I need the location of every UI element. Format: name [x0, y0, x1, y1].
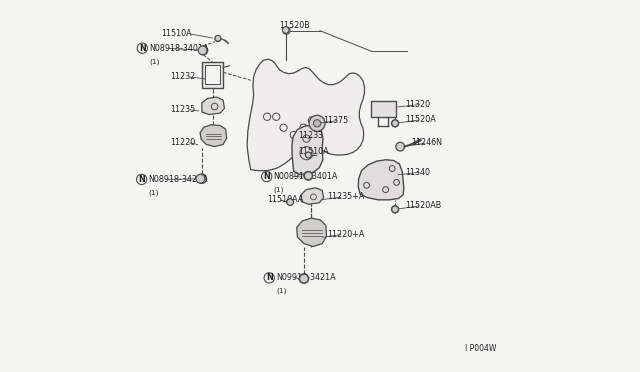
Circle shape	[392, 120, 399, 127]
Circle shape	[300, 274, 308, 283]
Text: N08918-3421A: N08918-3421A	[148, 175, 208, 184]
Text: (1): (1)	[276, 288, 287, 294]
Text: 11375: 11375	[323, 116, 348, 125]
Text: (1): (1)	[149, 58, 160, 65]
Circle shape	[196, 174, 205, 183]
Text: 11340: 11340	[405, 168, 430, 177]
Text: 11520B: 11520B	[279, 21, 310, 30]
Circle shape	[198, 46, 207, 55]
Circle shape	[287, 199, 293, 205]
Circle shape	[283, 27, 290, 34]
Circle shape	[282, 27, 289, 33]
Circle shape	[305, 152, 311, 158]
Text: 11520AB: 11520AB	[405, 201, 442, 210]
Text: 11246N: 11246N	[411, 138, 442, 147]
Circle shape	[314, 120, 321, 127]
Polygon shape	[301, 188, 324, 204]
Text: 11233: 11233	[298, 131, 323, 140]
Polygon shape	[292, 126, 323, 174]
Text: N: N	[139, 44, 146, 53]
Polygon shape	[297, 218, 326, 247]
Text: 11220+A: 11220+A	[327, 230, 365, 238]
FancyBboxPatch shape	[205, 65, 220, 84]
Text: 11320: 11320	[405, 100, 431, 109]
Circle shape	[304, 171, 313, 180]
Circle shape	[305, 152, 311, 158]
Circle shape	[396, 142, 404, 151]
Text: N: N	[263, 172, 270, 181]
Circle shape	[287, 199, 293, 205]
Text: 11235: 11235	[170, 105, 196, 114]
Text: 11232: 11232	[170, 72, 196, 81]
Text: 11235+A: 11235+A	[327, 192, 365, 201]
Text: N: N	[266, 273, 273, 282]
Polygon shape	[247, 59, 364, 171]
Text: (1): (1)	[274, 186, 284, 193]
Circle shape	[305, 172, 312, 180]
Text: 11220: 11220	[170, 138, 196, 147]
Text: 11510AA: 11510AA	[267, 195, 303, 204]
Text: 11510A: 11510A	[298, 147, 329, 156]
FancyBboxPatch shape	[202, 62, 223, 87]
Polygon shape	[200, 125, 227, 147]
Circle shape	[197, 174, 207, 183]
Circle shape	[392, 206, 398, 213]
Circle shape	[392, 206, 399, 213]
Circle shape	[199, 46, 208, 55]
Text: 11510A: 11510A	[161, 29, 191, 38]
Circle shape	[392, 120, 398, 126]
Circle shape	[215, 36, 221, 42]
Polygon shape	[358, 160, 404, 200]
Text: N: N	[138, 175, 145, 184]
Polygon shape	[202, 97, 225, 115]
Circle shape	[300, 274, 308, 283]
Text: (1): (1)	[148, 189, 159, 196]
Text: 11520A: 11520A	[405, 115, 436, 124]
Text: I P004W: I P004W	[465, 344, 497, 353]
Text: N08918-3401A: N08918-3401A	[149, 44, 209, 53]
Circle shape	[309, 115, 325, 131]
Circle shape	[215, 35, 221, 41]
Text: N008918-3401A: N008918-3401A	[274, 172, 338, 181]
FancyBboxPatch shape	[371, 102, 396, 117]
Text: N09918-3421A: N09918-3421A	[276, 273, 336, 282]
